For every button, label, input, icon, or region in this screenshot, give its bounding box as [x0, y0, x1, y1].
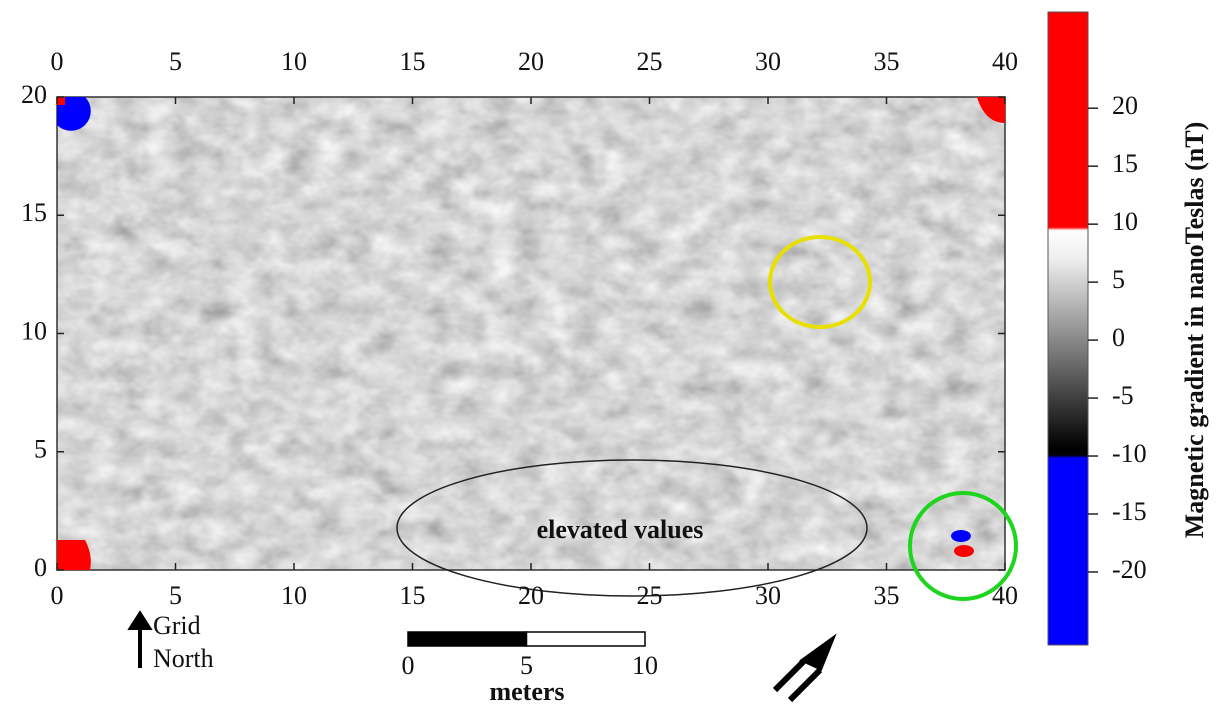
x-tick-label: 15	[400, 47, 426, 76]
colorbar-tick-label: 15	[1112, 149, 1138, 178]
north-label: Grid	[153, 611, 201, 640]
scale-label: 5	[520, 651, 533, 680]
colorbar-tick-label: 0	[1112, 323, 1125, 352]
anomaly-blue	[951, 530, 971, 542]
colorbar-tick-label: -5	[1112, 381, 1134, 410]
colorbar-tick-label: -15	[1112, 497, 1147, 526]
y-tick-label: 10	[21, 316, 47, 345]
x-tick-label: 40	[992, 47, 1018, 76]
colorbar-tick-label: -20	[1112, 555, 1147, 584]
x-tick-label: 20	[518, 47, 544, 76]
colorbar	[1048, 12, 1088, 645]
scale-unit: meters	[489, 677, 564, 706]
colorbar-tick-label: 20	[1112, 91, 1138, 120]
scale-label: 10	[632, 651, 658, 680]
annotation: elevated values	[537, 515, 704, 544]
colorbar-tick-label: 10	[1112, 207, 1138, 236]
north-label: North	[153, 644, 214, 673]
x-tick-label: 20	[518, 581, 544, 610]
x-tick-label: 10	[281, 47, 307, 76]
magnetometry-raster	[57, 97, 1005, 570]
x-tick-label: 5	[169, 581, 182, 610]
anomaly-red	[57, 540, 91, 570]
x-tick-label: 30	[755, 47, 781, 76]
y-tick-label: 20	[21, 80, 47, 109]
colorbar-title: Magnetic gradient in nanoTeslas (nT)	[1180, 122, 1209, 539]
x-tick-label: 25	[637, 581, 663, 610]
y-tick-label: 15	[21, 198, 47, 227]
figure: elevated values Grid North meters Magnet…	[0, 0, 1220, 710]
x-tick-label: 10	[281, 581, 307, 610]
magnetic-north-symbol	[775, 642, 830, 700]
x-tick-label: 0	[51, 581, 64, 610]
scale-bar-segment	[408, 632, 527, 646]
x-tick-label: 40	[992, 581, 1018, 610]
x-tick-label: 35	[874, 581, 900, 610]
x-tick-label: 15	[400, 581, 426, 610]
colorbar-tick-label: -10	[1112, 439, 1147, 468]
y-tick-label: 5	[34, 435, 47, 464]
x-tick-label: 25	[637, 47, 663, 76]
anomaly-red	[954, 545, 974, 557]
x-tick-label: 0	[51, 47, 64, 76]
colorbar-tick-label: 5	[1112, 265, 1125, 294]
x-tick-label: 30	[755, 581, 781, 610]
north-arrow	[131, 614, 149, 668]
y-tick-label: 0	[34, 553, 47, 582]
x-tick-label: 5	[169, 47, 182, 76]
scale-bar-segment	[527, 632, 646, 646]
scale-label: 0	[402, 651, 415, 680]
anomaly-red	[57, 97, 65, 105]
x-tick-label: 35	[874, 47, 900, 76]
